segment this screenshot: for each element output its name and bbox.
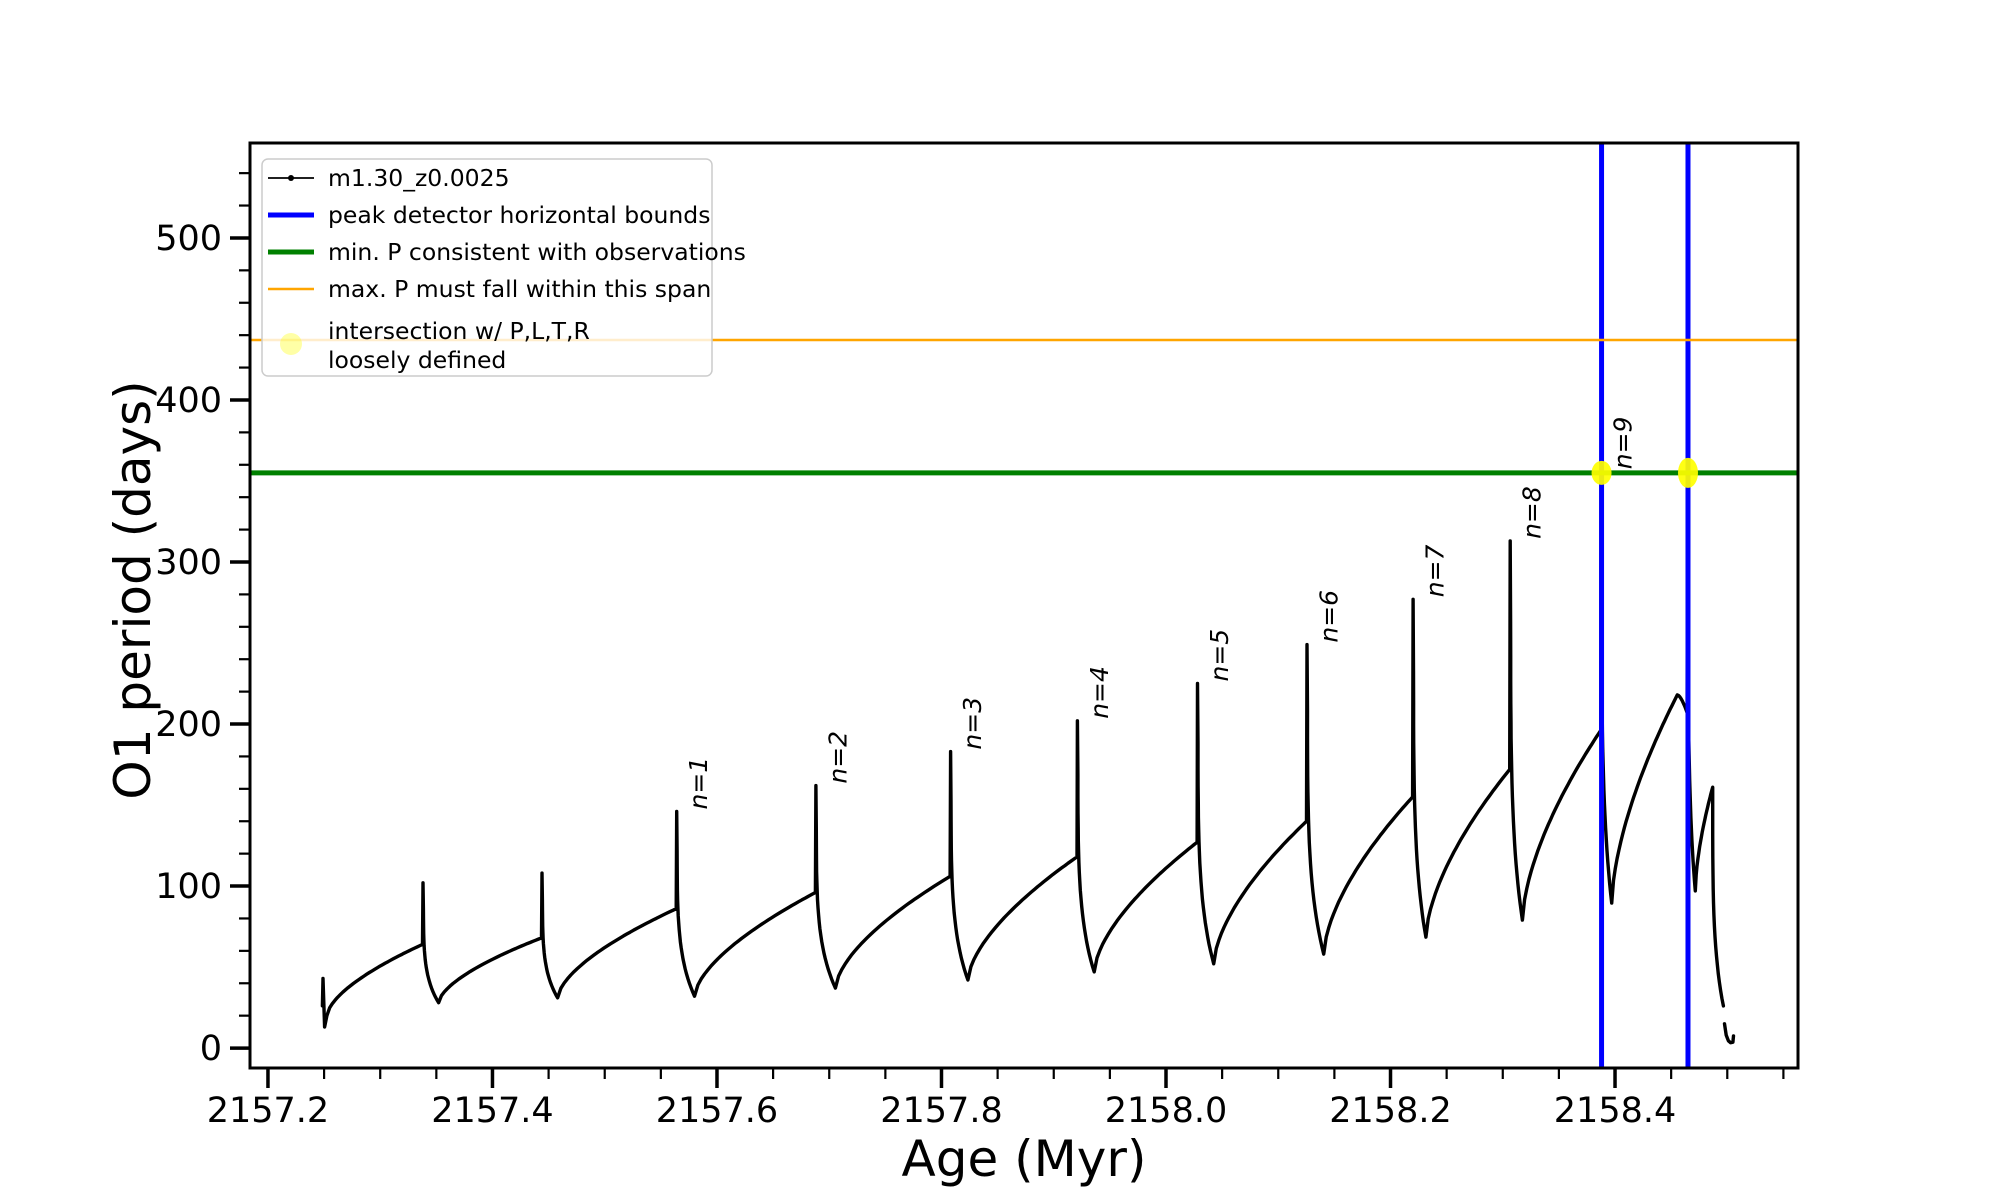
series-curve [320,469,1736,1045]
x-tick-label: 2157.2 [207,1091,329,1131]
legend-sample-dot-marker [288,175,294,181]
y-tick-label: 500 [155,219,222,259]
legend-label: max. P must fall within this span [328,275,711,303]
x-tick-label: 2158.4 [1554,1091,1676,1131]
y-tick-label: 400 [155,381,222,421]
y-tick-label: 200 [155,705,222,745]
y-tick-label: 300 [155,543,222,583]
peak-label: n=6 [1314,590,1343,643]
yellow-intersection-marker [1591,460,1612,485]
x-axis-label: Age (Myr) [902,1130,1147,1188]
legend-label: intersection w/ P,L,T,R [328,317,590,345]
plot-frame [248,141,1800,1070]
legend-box [261,158,713,377]
peak-label: n=1 [684,757,713,810]
x-tick-label: 2158.0 [1105,1091,1227,1131]
legend-label: loosely defined [328,346,506,374]
x-tick-label: 2157.4 [431,1091,553,1131]
peak-label: n=9 [1609,417,1638,470]
legend-label: m1.30_z0.0025 [328,164,510,192]
legend-intersection-marker [280,333,302,355]
peak-label: n=2 [823,731,852,784]
x-tick-label: 2157.8 [880,1091,1002,1131]
x-tick-label: 2158.2 [1329,1091,1451,1131]
y-tick-label: 100 [155,867,222,907]
yellow-intersection-marker [1677,457,1698,488]
peak-label: n=7 [1421,544,1450,597]
y-tick-label: 0 [200,1029,222,1069]
peak-label: n=4 [1085,666,1114,719]
legend-label: peak detector horizontal bounds [328,201,710,229]
y-axis-label: O1 period (days) [104,380,162,799]
legend-label: min. P consistent with observations [328,238,746,266]
x-tick-label: 2157.6 [656,1091,778,1131]
peak-label: n=3 [958,697,987,750]
peak-label: n=5 [1205,629,1234,682]
peak-label: n=8 [1518,486,1547,539]
